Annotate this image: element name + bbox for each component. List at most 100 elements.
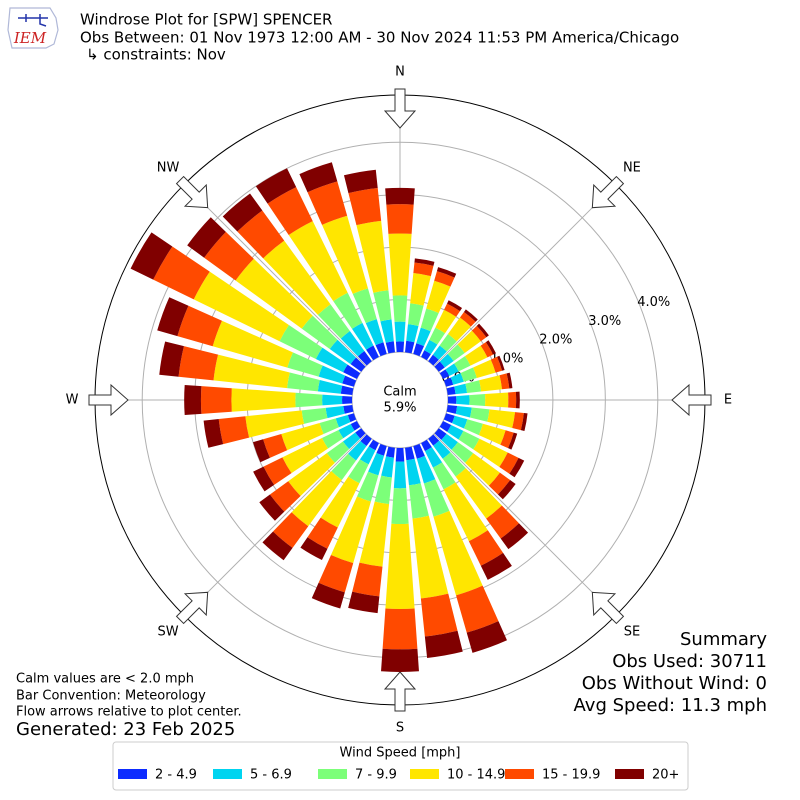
bar-segment xyxy=(322,394,343,406)
chart-subtitle: Obs Between: 01 Nov 1973 12:00 AM - 30 N… xyxy=(80,29,679,47)
bar-segment xyxy=(488,472,511,495)
bar-segment xyxy=(434,428,447,440)
bar-segment xyxy=(508,391,517,409)
bar-segment xyxy=(204,231,254,281)
bar-segment xyxy=(424,447,443,468)
bar-segment xyxy=(359,501,390,567)
bar-segment xyxy=(245,410,305,438)
bar-segment xyxy=(184,384,202,416)
bar-segment xyxy=(460,367,477,382)
bar-segment xyxy=(343,405,354,414)
bar-segment xyxy=(500,430,514,449)
compass-label: NW xyxy=(157,161,180,176)
bar-segment xyxy=(520,413,528,432)
bar-segment xyxy=(267,187,313,235)
flow-arrow xyxy=(591,591,625,625)
bar-segment xyxy=(157,297,189,337)
legend-label: 15 - 19.9 xyxy=(542,768,600,783)
arrow-shape xyxy=(383,88,417,129)
arrow-shape xyxy=(175,175,209,209)
compass-label: E xyxy=(724,393,732,408)
compass-label: SE xyxy=(624,624,640,639)
bar-segment xyxy=(291,471,342,527)
legend-label: 5 - 6.9 xyxy=(250,768,292,783)
bar-segment xyxy=(443,482,488,542)
summary-title: Summary xyxy=(680,629,767,650)
bar-segment xyxy=(357,471,379,502)
arrow-shape xyxy=(591,175,625,209)
calm-value: 5.9% xyxy=(383,401,416,416)
bar-segment xyxy=(486,505,519,539)
bar-segment xyxy=(235,258,313,329)
bar-segment xyxy=(455,468,502,519)
bar-segment xyxy=(424,339,438,355)
bar-segment xyxy=(428,434,440,446)
grid-spoke xyxy=(433,183,617,367)
bar-segment xyxy=(335,414,351,428)
bar-segment xyxy=(433,440,451,459)
bar-segment xyxy=(320,476,360,528)
bar-segment xyxy=(432,462,456,490)
bar-segment xyxy=(508,432,518,450)
bar-segment xyxy=(350,421,361,431)
r-tick-label: 3.0% xyxy=(588,314,621,329)
bar-segment xyxy=(343,364,361,379)
bar-segment xyxy=(447,317,471,342)
bar-segment xyxy=(506,372,513,389)
bar-segment xyxy=(253,466,275,492)
bar-segment xyxy=(352,288,377,324)
bar-segment xyxy=(263,240,331,315)
bar-segment xyxy=(413,262,434,277)
bar-segment xyxy=(263,434,288,458)
bar-segment xyxy=(368,452,385,476)
bar-segment xyxy=(259,494,285,521)
bar-segment xyxy=(329,339,357,365)
bar-segment xyxy=(499,373,510,390)
bar-segment xyxy=(436,267,457,278)
bar-segment xyxy=(338,424,355,439)
bar-segment xyxy=(465,380,482,393)
bar-segment xyxy=(473,359,496,378)
bar-segment xyxy=(434,361,445,372)
grid-spoke xyxy=(183,433,367,617)
bar-segment xyxy=(423,479,450,517)
flow-arrow xyxy=(383,671,417,712)
bar-segment xyxy=(287,352,323,377)
bar-segment xyxy=(463,309,478,322)
bar-segment xyxy=(441,433,458,450)
bar-segment xyxy=(375,342,387,357)
bar-segment xyxy=(497,480,516,500)
bar-segment xyxy=(376,443,387,456)
grid-spoke xyxy=(433,433,617,617)
legend-box xyxy=(112,741,689,791)
bar-segment xyxy=(444,303,460,317)
bar-segment xyxy=(407,303,424,326)
bar-segment xyxy=(405,340,415,354)
bar-segment xyxy=(406,458,421,486)
bar-segment xyxy=(299,162,338,193)
bar-segment xyxy=(326,441,350,463)
bar-segment xyxy=(476,323,489,338)
bar-segment xyxy=(255,168,297,204)
compass-label: NE xyxy=(623,161,641,176)
bar-segment xyxy=(348,591,380,614)
bar-segment xyxy=(388,233,412,296)
bar-segment xyxy=(456,395,470,405)
bar-segment xyxy=(385,187,415,205)
bar-segment xyxy=(287,372,320,392)
bar-segment xyxy=(490,356,503,373)
legend-label: 20+ xyxy=(652,768,679,783)
legend-swatch xyxy=(213,769,242,779)
logo-text: IEM xyxy=(13,29,47,47)
bar-segment xyxy=(480,342,494,358)
bar-segment xyxy=(447,424,464,440)
bar-segment xyxy=(456,585,499,633)
bar-segment xyxy=(288,221,348,302)
bar-segment xyxy=(212,320,293,368)
bar-segment xyxy=(469,394,486,406)
bar-segment xyxy=(360,434,372,447)
compass-label: SW xyxy=(158,624,179,639)
bar-segment xyxy=(443,377,454,387)
bar-segment xyxy=(281,423,324,451)
